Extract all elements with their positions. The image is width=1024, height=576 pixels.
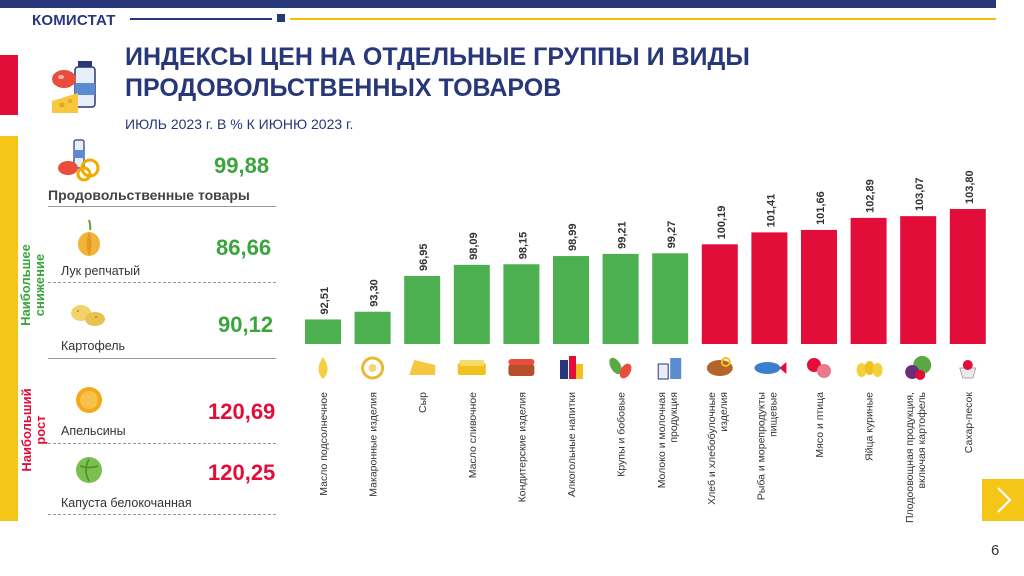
- bar-value-label-12: 103,07: [914, 177, 926, 211]
- page-number: 6: [991, 542, 1000, 559]
- onion-icon: [78, 219, 100, 256]
- bar-13: [949, 209, 986, 344]
- bar-value-label-8: 100,19: [716, 206, 728, 240]
- bar-4: [503, 264, 540, 344]
- bar-value-label-4: 98,15: [517, 232, 529, 260]
- red-side-tab: [0, 55, 18, 115]
- vegetables-icon: [905, 356, 932, 380]
- category-label-5: Алкогольные напитки: [566, 392, 578, 497]
- divider: [48, 443, 276, 444]
- bar-value-label-9: 101,41: [765, 194, 777, 228]
- orange-value: 120,69: [208, 399, 276, 424]
- potato-icon: [71, 305, 105, 326]
- category-label-10: Мясо и птица: [814, 392, 826, 458]
- sugar-icon: [959, 360, 977, 379]
- bar-1: [354, 311, 391, 344]
- yellow-side-tab: [0, 136, 18, 521]
- brand-divider: [130, 18, 272, 20]
- page-subtitle: ИЮЛЬ 2023 г. В % К ИЮНЮ 2023 г.: [125, 116, 354, 132]
- bar-0: [305, 319, 341, 344]
- category-label-0: Масло подсолнечное: [318, 392, 330, 496]
- bar-value-label-13: 103,80: [964, 170, 976, 204]
- brand-divider-yellow: [290, 18, 996, 20]
- category-label-8: Хлеб и хлебобулочныеизделия: [706, 392, 730, 505]
- food-index-value: 99,88: [214, 153, 270, 178]
- potato-value: 90,12: [218, 312, 274, 337]
- category-label-4: Кондитерские изделия: [516, 392, 528, 502]
- bar-5: [553, 256, 589, 344]
- grocery-icon: [52, 61, 96, 113]
- bar-10: [801, 229, 837, 344]
- divider: [48, 514, 276, 515]
- beans-icon: [609, 357, 632, 379]
- bar-12: [900, 216, 937, 344]
- bar-11: [850, 217, 887, 344]
- onion-value: 86,66: [216, 235, 272, 260]
- bar-value-label-7: 99,27: [666, 221, 678, 249]
- category-label-11: Яйца куриные: [864, 392, 876, 461]
- cabbage-icon: [76, 457, 102, 483]
- divider: [48, 358, 276, 359]
- category-label-3: Масло сливочное: [467, 392, 479, 478]
- category-label-12: Плодоовощная продукция,включая картофель: [904, 391, 928, 523]
- page-title: ИНДЕКСЫ ЦЕН НА ОТДЕЛЬНЫЕ ГРУППЫ И ВИДЫ П…: [125, 43, 750, 102]
- category-label-2: Сыр: [417, 392, 429, 413]
- butter-icon: [457, 360, 486, 375]
- bar-value-label-1: 93,30: [369, 279, 381, 307]
- orange-icon: [76, 387, 102, 413]
- top-bar: [0, 0, 996, 8]
- bar-value-label-6: 99,21: [617, 221, 629, 249]
- bar-value-label-2: 96,95: [418, 243, 430, 271]
- eggs-icon: [856, 361, 883, 377]
- cabbage-label: Капуста белокочанная: [61, 496, 192, 510]
- bar-6: [602, 253, 639, 344]
- bar-value-label-10: 101,66: [815, 191, 827, 225]
- bottles-icon: [560, 356, 583, 379]
- cabbage-value: 120,25: [208, 460, 276, 485]
- bar-value-label-3: 98,09: [468, 232, 480, 260]
- brand-logo-text: КОМИСТАТ: [32, 12, 116, 29]
- category-label-13: Сахар-песок: [963, 392, 975, 454]
- fish-icon: [754, 362, 787, 374]
- onion-label: Лук репчатый: [61, 264, 141, 278]
- bar-8: [701, 244, 738, 344]
- bar-7: [652, 253, 689, 344]
- food-index-label: Продовольственные товары: [48, 187, 250, 203]
- meat-icon: [807, 358, 831, 378]
- category-label-9: Рыба и морепродуктыпищевые: [755, 392, 779, 500]
- bar-2: [404, 276, 441, 344]
- category-label-7: Молоко и молочнаяпродукция: [656, 392, 680, 488]
- grocery-icon: [58, 139, 100, 182]
- bar-9: [751, 232, 788, 344]
- cake-icon: [508, 359, 535, 376]
- pasta-icon: [361, 356, 385, 380]
- bar-value-label-0: 92,51: [319, 287, 331, 315]
- bar-3: [453, 264, 490, 344]
- milk-icon: [657, 358, 682, 380]
- bar-value-label-5: 98,99: [567, 224, 579, 252]
- bar-value-label-11: 102,89: [865, 179, 877, 213]
- next-slide-button[interactable]: [982, 479, 1024, 521]
- category-label-6: Крупы и бобовые: [616, 392, 628, 477]
- bread-icon: [706, 357, 733, 376]
- potato-label: Картофель: [61, 339, 126, 353]
- chevron-right-icon: [997, 487, 1012, 513]
- divider: [48, 206, 276, 207]
- category-label-1: Макаронные изделия: [368, 392, 380, 497]
- divider: [48, 282, 276, 283]
- cheese-icon: [409, 360, 436, 375]
- oil-icon: [318, 357, 328, 379]
- orange-label: Апельсины: [61, 424, 126, 438]
- brand-marker: [277, 14, 285, 22]
